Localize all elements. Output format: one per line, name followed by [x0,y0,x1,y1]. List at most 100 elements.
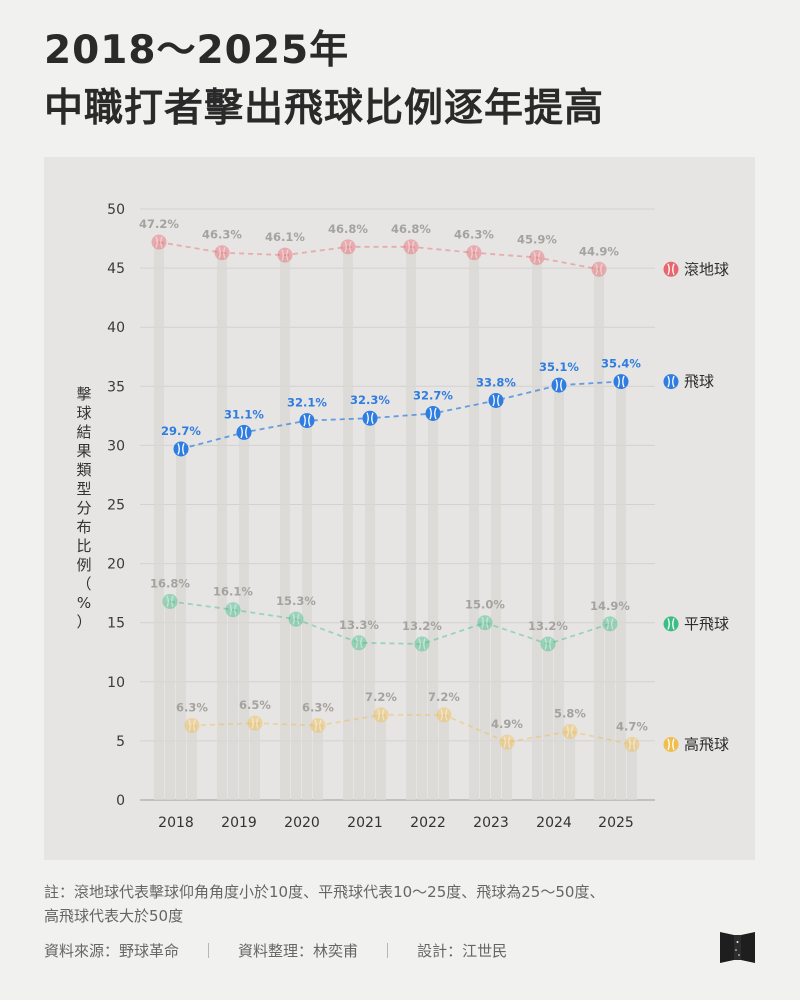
footnote: 註：滾地球代表擊球仰角角度小於10度、平飛球代表10～25度、飛球為25～50度… [44,880,704,928]
x-tick-label: 2019 [221,815,257,831]
background-bar [627,744,637,800]
y-tick-label: 10 [107,675,125,691]
background-bar [502,742,512,800]
background-bar [187,725,197,800]
data-point-popup [436,707,452,723]
background-bar [354,642,364,800]
y-tick-label: 25 [107,498,125,514]
x-tick-label: 2025 [598,815,634,831]
credits: 資料來源：野球革命 ｜ 資料整理：林奕甫 ｜ 設計：江世民 [44,940,507,961]
page-title-line-2: 中職打者擊出飛球比例逐年提高 [44,86,605,131]
data-point-line [540,636,556,652]
background-bar [280,255,290,800]
data-label-line: 15.0% [465,598,505,612]
baseball-seam [617,375,625,388]
baseball-seam [492,394,500,407]
background-bar [605,623,615,800]
baseball-seam [667,738,675,751]
data-point-line [288,611,304,627]
y-axis-title-char: % [76,594,92,612]
y-tick-label: 5 [116,734,125,750]
data-point-fly [173,441,189,457]
data-label-popup: 4.7% [616,719,648,733]
baseball-seam [166,595,174,608]
background-bar [217,252,227,800]
baseball-seam [229,603,237,616]
background-bar [439,714,449,800]
data-label-ground: 44.9% [579,244,619,258]
data-label-ground: 46.8% [391,222,431,236]
data-label-popup: 6.5% [239,698,271,712]
brand-logo-icon [720,932,755,963]
series-line-popup [191,713,633,746]
background-bar [428,413,438,800]
baseball-seam [440,709,448,721]
data-point-fly [613,374,629,390]
background-bar [165,601,175,800]
y-tick-label: 30 [107,438,125,454]
x-tick-label: 2023 [473,815,509,831]
data-label-fly: 31.1% [224,407,264,421]
background-bar [554,385,564,800]
baseball-seam [407,241,415,253]
background-bar [543,643,553,800]
x-tick-label: 2018 [158,815,194,831]
credit-separator: ｜ [201,942,217,960]
data-label-popup: 7.2% [428,690,460,704]
background-bar [594,269,604,801]
baseball-seam [544,638,552,650]
legend-marker-line [663,616,679,632]
background-bar [406,246,416,801]
data-point-ground [466,245,482,261]
credit-separator: ｜ [380,942,396,960]
background-bar [532,257,542,800]
data-point-line [162,593,178,609]
data-label-fly: 29.7% [161,424,201,438]
data-label-line: 16.8% [150,576,190,590]
data-label-ground: 45.9% [517,232,557,246]
background-bar [343,246,353,801]
y-axis-title-char: 分 [76,499,92,517]
y-tick-label: 15 [107,616,125,632]
baseball-seam [344,241,352,253]
baseball-seam [667,263,675,276]
data-point-ground [151,234,167,250]
background-bar [491,400,501,800]
background-bar [228,609,238,800]
background-bar [291,619,301,800]
background-bar [469,252,479,800]
data-point-fly [425,405,441,421]
data-label-line: 13.2% [528,619,568,633]
baseball-seam [188,719,196,732]
page-title-line-1: 2018～2025年 [44,28,350,73]
data-label-fly: 35.1% [539,360,579,374]
data-label-line: 13.2% [402,619,442,633]
data-point-popup [562,723,578,739]
background-bar [154,242,164,800]
background-bar [565,731,575,800]
baseball-seam [429,407,437,420]
background-bar [302,420,312,800]
baseball-seam [240,426,248,439]
baseball-seam [355,637,363,649]
background-bar [480,622,490,800]
baseball-seam [470,246,478,259]
data-point-popup [310,718,326,734]
data-point-fly [236,424,252,440]
data-point-ground [529,249,545,265]
data-point-fly [362,410,378,426]
legend-label-ground: 滾地球 [684,260,729,278]
data-point-line [602,616,618,632]
baseball-seam [251,717,259,729]
data-point-popup [247,715,263,731]
baseball-seam [533,251,541,264]
data-label-line: 15.3% [276,594,316,608]
background-bar [417,643,427,800]
baseball-seam [481,616,489,629]
x-tick-label: 2024 [536,815,572,831]
background-bar [176,448,186,800]
baseball-seam [303,414,311,427]
data-point-line [351,635,367,651]
data-label-fly: 35.4% [601,357,641,371]
